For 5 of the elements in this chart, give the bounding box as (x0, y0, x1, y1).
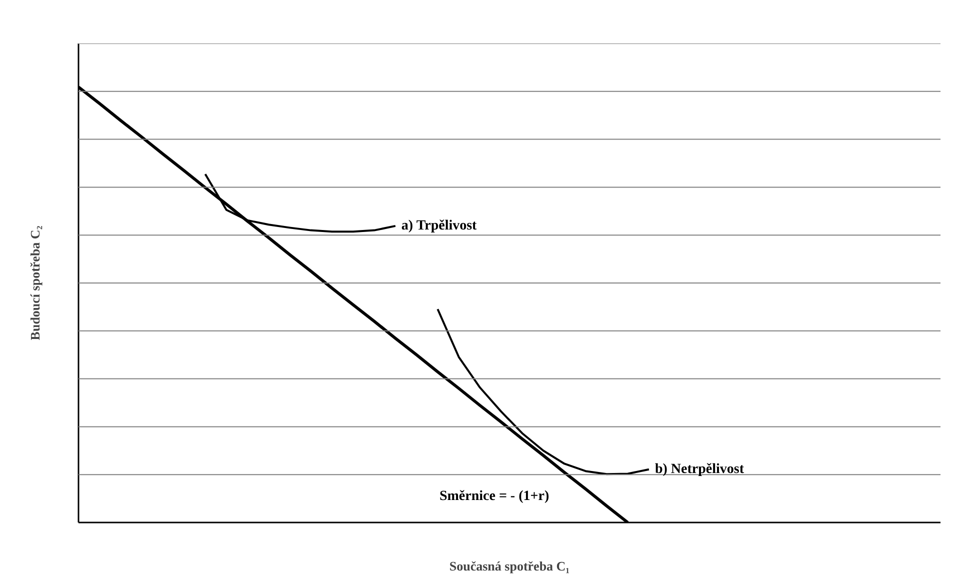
y-axis-title: Budoucí spotřeba C₂ (28, 226, 42, 340)
annotation: Směrnice = - (1+r) (439, 488, 550, 504)
series-label: a) Trpělivost (401, 218, 478, 234)
series-label: b) Netrpělivost (654, 462, 744, 477)
x-axis-title: Současná spotřeba C₁ (449, 558, 570, 574)
